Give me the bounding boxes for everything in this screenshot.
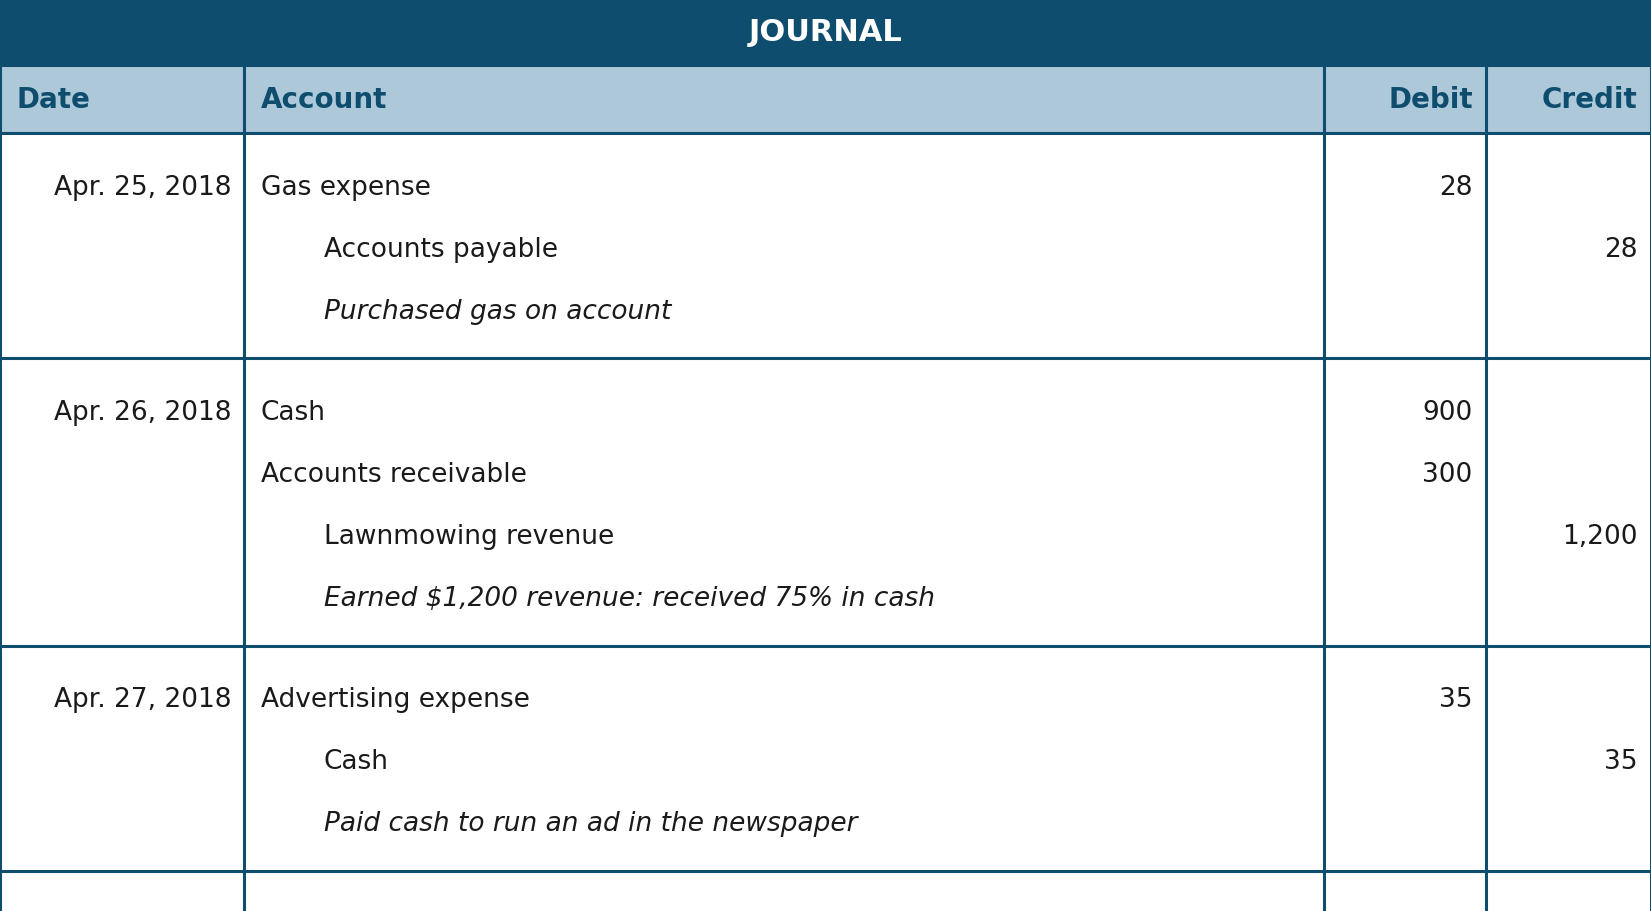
Text: Credit: Credit [1542,86,1638,114]
Text: Gas expense: Gas expense [261,175,431,200]
Text: Paid cash to run an ad in the newspaper: Paid cash to run an ad in the newspaper [324,811,857,836]
Bar [0,66,1651,134]
Bar [0,359,1651,646]
Text: 35: 35 [1605,749,1638,774]
Text: Lawnmowing revenue: Lawnmowing revenue [324,524,614,549]
Text: Cash: Cash [261,400,325,425]
Text: 35: 35 [1440,687,1473,712]
Bar [0,646,1651,871]
Text: Apr. 25, 2018: Apr. 25, 2018 [53,175,231,200]
Text: 300: 300 [1423,462,1473,487]
Text: Advertising expense: Advertising expense [261,687,530,712]
Bar [0,134,1651,359]
Text: Date: Date [17,86,91,114]
Bar [0,0,1651,66]
Text: 1,200: 1,200 [1562,524,1638,549]
Text: Earned $1,200 revenue: received 75% in cash: Earned $1,200 revenue: received 75% in c… [324,586,934,611]
Text: Debit: Debit [1388,86,1473,114]
Bar [0,871,1651,911]
Text: Account: Account [261,86,388,114]
Text: 900: 900 [1423,400,1473,425]
Text: Cash: Cash [324,749,388,774]
Text: Apr. 27, 2018: Apr. 27, 2018 [53,687,231,712]
Text: JOURNAL: JOURNAL [748,18,903,47]
Text: 28: 28 [1440,175,1473,200]
Text: Accounts receivable: Accounts receivable [261,462,527,487]
Text: Purchased gas on account: Purchased gas on account [324,299,670,324]
Text: 28: 28 [1605,237,1638,262]
Text: Apr. 26, 2018: Apr. 26, 2018 [53,400,231,425]
Text: Accounts payable: Accounts payable [324,237,558,262]
